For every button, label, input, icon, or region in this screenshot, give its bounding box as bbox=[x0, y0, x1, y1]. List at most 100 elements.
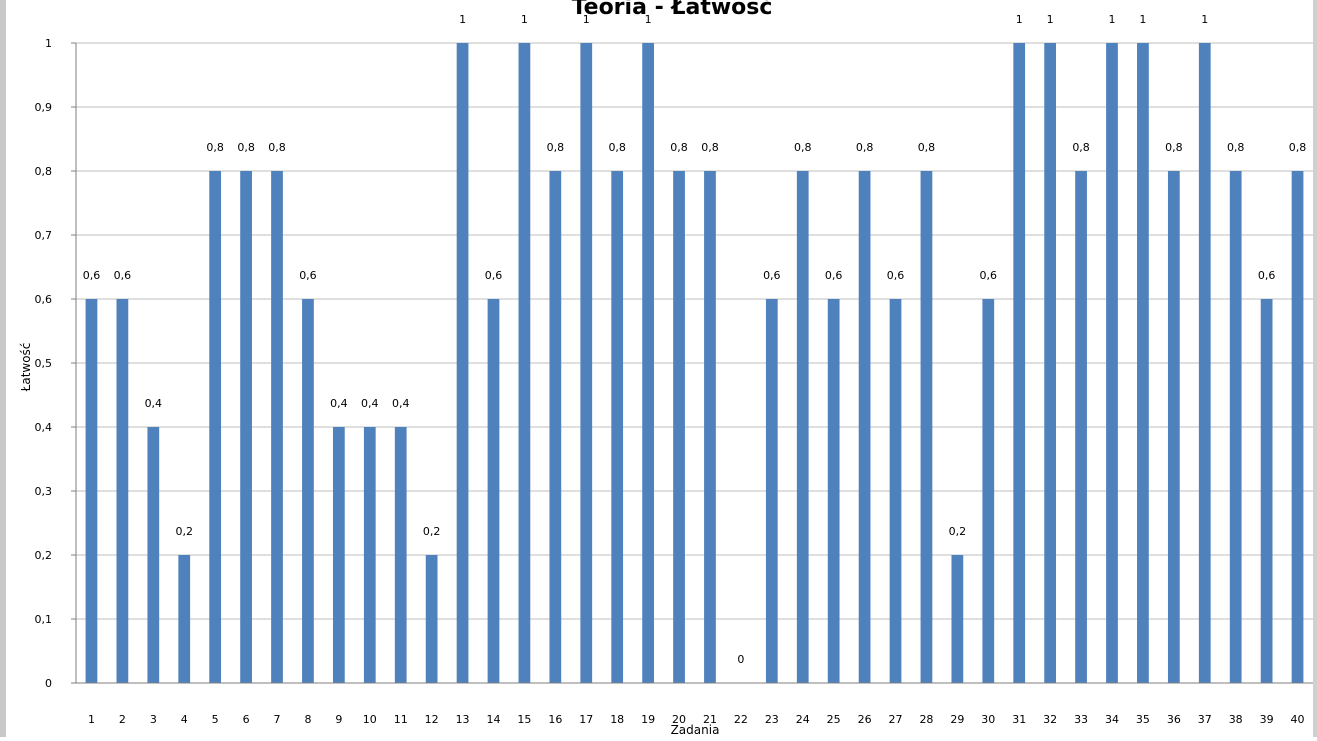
data-label-38: 0,8 bbox=[1227, 141, 1245, 154]
x-tick-label-33: 33 bbox=[1074, 713, 1088, 726]
y-tick-label: 1 bbox=[45, 37, 52, 50]
y-tick-label: 0,7 bbox=[35, 229, 53, 242]
chart-title: Teoria - Łatwość bbox=[572, 0, 773, 20]
x-tick-label-8: 8 bbox=[304, 713, 311, 726]
data-label-9: 0,4 bbox=[330, 397, 348, 410]
x-tick-label-7: 7 bbox=[274, 713, 281, 726]
x-tick-label-14: 14 bbox=[486, 713, 500, 726]
bar-24 bbox=[796, 171, 809, 683]
data-labels: 0,6 0,6 0,4 0,2 0,8 0,8 0,8 0,6 0,4 0,4 0,4 0,2 1 0,6… bbox=[83, 13, 1307, 666]
y-tick-label: 0 bbox=[45, 677, 52, 690]
bar-1 bbox=[85, 299, 98, 683]
bar-31 bbox=[1013, 43, 1026, 683]
bar-8 bbox=[302, 299, 314, 683]
data-label-28: 0,8 bbox=[918, 141, 936, 154]
bar-11 bbox=[394, 427, 407, 683]
data-label-37: 1 bbox=[1201, 13, 1208, 26]
bar-35 bbox=[1137, 43, 1149, 683]
data-label-22: 0 bbox=[737, 653, 744, 666]
x-tick-label-26: 26 bbox=[858, 713, 872, 726]
bar-33 bbox=[1075, 171, 1087, 683]
bar-5 bbox=[209, 171, 222, 683]
bar-30 bbox=[982, 299, 995, 683]
bar-32 bbox=[1044, 43, 1057, 683]
y-tick-label: 0,2 bbox=[35, 549, 53, 562]
y-tick-label: 0,6 bbox=[35, 293, 53, 306]
bar-23 bbox=[765, 299, 778, 683]
data-label-40: 0,8 bbox=[1289, 141, 1307, 154]
data-label-21: 0,8 bbox=[701, 141, 719, 154]
bar-15 bbox=[518, 43, 531, 683]
bar-37 bbox=[1198, 43, 1211, 683]
data-label-36: 0,8 bbox=[1165, 141, 1183, 154]
y-tick-label: 0,4 bbox=[35, 421, 53, 434]
x-tick-label-27: 27 bbox=[889, 713, 903, 726]
x-axis-ticks: 1 2 3 4 5 6 7 8 9 10 11 12 13 14 15 16 17 18 19 20 21 22 23 24 2… bbox=[88, 713, 1305, 726]
x-tick-label-5: 5 bbox=[212, 713, 219, 726]
bar-29 bbox=[951, 555, 964, 683]
bar-17 bbox=[580, 43, 593, 683]
data-label-12: 0,2 bbox=[423, 525, 441, 538]
x-tick-label-18: 18 bbox=[610, 713, 624, 726]
x-tick-label-28: 28 bbox=[919, 713, 933, 726]
x-tick-label-15: 15 bbox=[517, 713, 531, 726]
data-label-17: 1 bbox=[583, 13, 590, 26]
y-axis-ticks: 0 0,1 0,2 0,3 0,4 0,5 0,6 0,7 0,8 0,9 1 bbox=[35, 37, 76, 690]
x-tick-label-23: 23 bbox=[765, 713, 779, 726]
y-tick-label: 0,3 bbox=[35, 485, 53, 498]
x-tick-label-25: 25 bbox=[827, 713, 841, 726]
x-tick-label-19: 19 bbox=[641, 713, 655, 726]
bar-9 bbox=[332, 427, 345, 683]
x-tick-label-30: 30 bbox=[981, 713, 995, 726]
bar-27 bbox=[889, 299, 902, 683]
x-tick-label-37: 37 bbox=[1198, 713, 1212, 726]
data-label-29: 0,2 bbox=[949, 525, 967, 538]
data-label-18: 0,8 bbox=[608, 141, 626, 154]
x-tick-label-21: 21 bbox=[703, 713, 717, 726]
x-tick-label-38: 38 bbox=[1229, 713, 1243, 726]
bar-26 bbox=[858, 171, 871, 683]
x-tick-label-10: 10 bbox=[363, 713, 377, 726]
bar-28 bbox=[920, 171, 933, 683]
bar-20 bbox=[673, 171, 685, 683]
bar-34 bbox=[1106, 43, 1118, 683]
data-label-7: 0,8 bbox=[268, 141, 286, 154]
x-tick-label-36: 36 bbox=[1167, 713, 1181, 726]
x-tick-label-31: 31 bbox=[1012, 713, 1026, 726]
bar-13 bbox=[456, 43, 469, 683]
x-tick-label-32: 32 bbox=[1043, 713, 1057, 726]
x-tick-label-40: 40 bbox=[1291, 713, 1305, 726]
data-label-19: 1 bbox=[645, 13, 652, 26]
data-label-24: 0,8 bbox=[794, 141, 812, 154]
data-label-13: 1 bbox=[459, 13, 466, 26]
data-label-16: 0,8 bbox=[547, 141, 565, 154]
x-tick-label-29: 29 bbox=[950, 713, 964, 726]
data-label-15: 1 bbox=[521, 13, 528, 26]
x-tick-label-11: 11 bbox=[394, 713, 408, 726]
x-tick-label-13: 13 bbox=[456, 713, 470, 726]
bar-36 bbox=[1167, 171, 1180, 683]
bar-3 bbox=[147, 427, 160, 683]
data-label-32: 1 bbox=[1047, 13, 1054, 26]
data-label-14: 0,6 bbox=[485, 269, 503, 282]
x-tick-label-16: 16 bbox=[548, 713, 562, 726]
bar-19 bbox=[642, 43, 654, 683]
x-tick-label-17: 17 bbox=[579, 713, 593, 726]
data-label-11: 0,4 bbox=[392, 397, 410, 410]
y-tick-label: 0,8 bbox=[35, 165, 53, 178]
data-label-4: 0,2 bbox=[175, 525, 193, 538]
bar-38 bbox=[1229, 171, 1242, 683]
bars bbox=[85, 43, 1304, 683]
bar-2 bbox=[116, 299, 129, 683]
bar-10 bbox=[363, 427, 376, 683]
right-window-edge bbox=[1313, 0, 1317, 737]
y-axis-title: Łatwość bbox=[19, 343, 33, 393]
x-tick-label-9: 9 bbox=[335, 713, 342, 726]
bar-16 bbox=[549, 171, 562, 683]
bar-4 bbox=[178, 555, 191, 683]
x-tick-label-3: 3 bbox=[150, 713, 157, 726]
x-tick-label-39: 39 bbox=[1260, 713, 1274, 726]
data-label-33: 0,8 bbox=[1072, 141, 1090, 154]
